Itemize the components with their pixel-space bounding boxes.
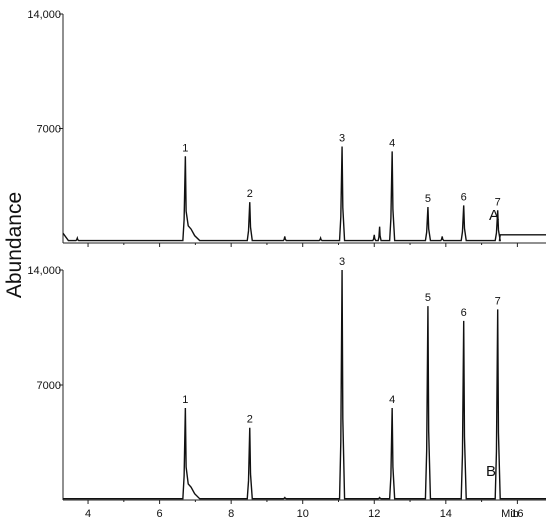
peak-label: 2 — [247, 188, 253, 200]
x-tick-label: 12 — [368, 508, 380, 520]
y-axis-label: Abundance — [3, 192, 26, 298]
peak-label: 6 — [461, 191, 467, 203]
x-tick-label: 6 — [157, 508, 163, 520]
y-tick-label: 7000 — [37, 380, 61, 392]
x-tick-label: 8 — [228, 508, 234, 520]
x-tick-label: 4 — [85, 508, 91, 520]
peak-label: 6 — [461, 307, 467, 319]
chromatogram-trace — [63, 269, 546, 500]
peak-label: 1 — [182, 394, 188, 406]
x-axis-unit: Min — [501, 508, 519, 520]
peak-label: 3 — [339, 256, 345, 268]
peak-label: 1 — [182, 142, 188, 154]
peak-label: 5 — [425, 292, 431, 304]
x-tick-label: 14 — [440, 508, 452, 520]
panel-label: A — [489, 207, 499, 224]
x-tick-label: 16 — [511, 508, 523, 520]
peak-label: 4 — [389, 137, 395, 149]
peak-label: 7 — [495, 196, 501, 208]
chromatogram-trace — [62, 146, 546, 242]
peak-label: 5 — [425, 193, 431, 205]
x-tick-label: 10 — [297, 508, 309, 520]
peak-label: 2 — [247, 414, 253, 426]
peak-label: 7 — [495, 295, 501, 307]
y-tick-label: 7000 — [37, 124, 61, 136]
peak-label: 3 — [339, 132, 345, 144]
y-tick-label: 14,000 — [27, 265, 61, 277]
peak-label: 4 — [389, 394, 395, 406]
y-tick-label: 14,000 — [27, 9, 61, 21]
panel-label: B — [486, 463, 496, 480]
panel-a: 7000 14,000 1 2 3 4 5 6 7A — [27, 9, 546, 247]
